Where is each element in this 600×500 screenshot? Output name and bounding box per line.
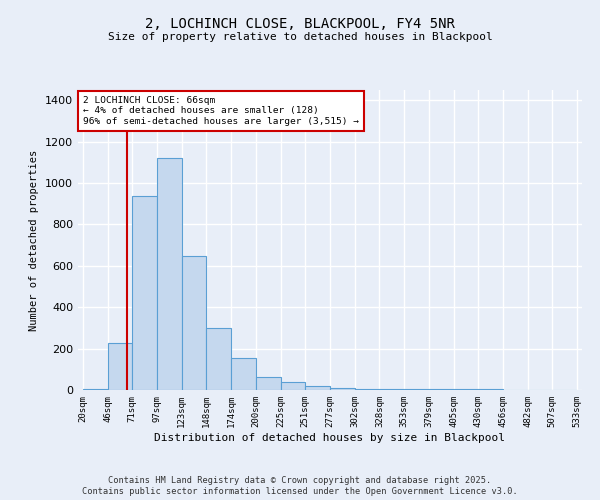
Bar	[157, 158, 182, 390]
Bar	[182, 256, 206, 390]
Bar	[330, 388, 355, 390]
Text: 2 LOCHINCH CLOSE: 66sqm
← 4% of detached houses are smaller (128)
96% of semi-de: 2 LOCHINCH CLOSE: 66sqm ← 4% of detached…	[83, 96, 359, 126]
Bar	[404, 389, 429, 390]
Text: 2, LOCHINCH CLOSE, BLACKPOOL, FY4 5NR: 2, LOCHINCH CLOSE, BLACKPOOL, FY4 5NR	[145, 18, 455, 32]
Bar	[355, 389, 379, 390]
Bar	[83, 389, 107, 390]
Text: Contains public sector information licensed under the Open Government Licence v3: Contains public sector information licen…	[82, 487, 518, 496]
Bar	[379, 389, 404, 390]
Text: Size of property relative to detached houses in Blackpool: Size of property relative to detached ho…	[107, 32, 493, 42]
Bar	[429, 389, 454, 390]
Bar	[206, 328, 231, 390]
X-axis label: Distribution of detached houses by size in Blackpool: Distribution of detached houses by size …	[155, 432, 505, 442]
Bar	[133, 196, 157, 390]
Bar	[256, 376, 281, 390]
Bar	[454, 389, 478, 390]
Bar	[107, 344, 133, 390]
Bar	[231, 358, 256, 390]
Bar	[281, 382, 305, 390]
Bar	[478, 389, 503, 390]
Y-axis label: Number of detached properties: Number of detached properties	[29, 150, 40, 330]
Bar	[305, 386, 330, 390]
Text: Contains HM Land Registry data © Crown copyright and database right 2025.: Contains HM Land Registry data © Crown c…	[109, 476, 491, 485]
